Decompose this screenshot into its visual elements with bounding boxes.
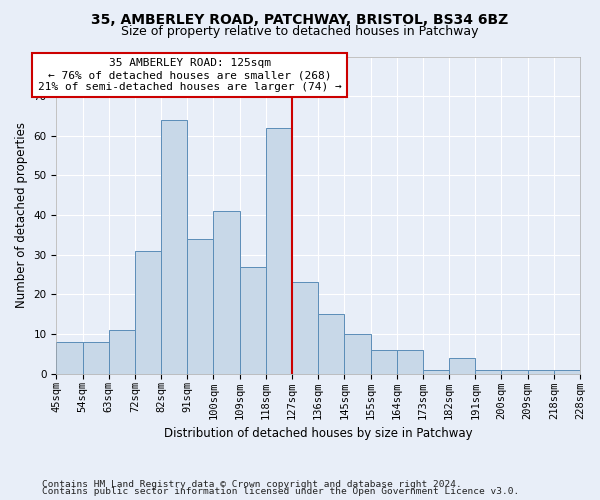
- Text: Size of property relative to detached houses in Patchway: Size of property relative to detached ho…: [121, 25, 479, 38]
- Bar: [371, 350, 397, 374]
- Bar: [109, 330, 135, 374]
- Bar: [292, 282, 318, 374]
- Bar: [187, 239, 214, 374]
- Bar: [344, 334, 371, 374]
- Bar: [502, 370, 527, 374]
- X-axis label: Distribution of detached houses by size in Patchway: Distribution of detached houses by size …: [164, 427, 473, 440]
- Text: 35 AMBERLEY ROAD: 125sqm
← 76% of detached houses are smaller (268)
21% of semi-: 35 AMBERLEY ROAD: 125sqm ← 76% of detach…: [38, 58, 342, 92]
- Bar: [475, 370, 502, 374]
- Bar: [56, 342, 83, 374]
- Bar: [239, 266, 266, 374]
- Bar: [423, 370, 449, 374]
- Bar: [161, 120, 187, 374]
- Text: 35, AMBERLEY ROAD, PATCHWAY, BRISTOL, BS34 6BZ: 35, AMBERLEY ROAD, PATCHWAY, BRISTOL, BS…: [91, 12, 509, 26]
- Text: Contains public sector information licensed under the Open Government Licence v3: Contains public sector information licen…: [42, 488, 519, 496]
- Bar: [527, 370, 554, 374]
- Text: Contains HM Land Registry data © Crown copyright and database right 2024.: Contains HM Land Registry data © Crown c…: [42, 480, 462, 489]
- Bar: [318, 314, 344, 374]
- Bar: [83, 342, 109, 374]
- Bar: [449, 358, 475, 374]
- Bar: [214, 211, 239, 374]
- Bar: [397, 350, 423, 374]
- Bar: [135, 250, 161, 374]
- Y-axis label: Number of detached properties: Number of detached properties: [15, 122, 28, 308]
- Bar: [266, 128, 292, 374]
- Bar: [554, 370, 580, 374]
